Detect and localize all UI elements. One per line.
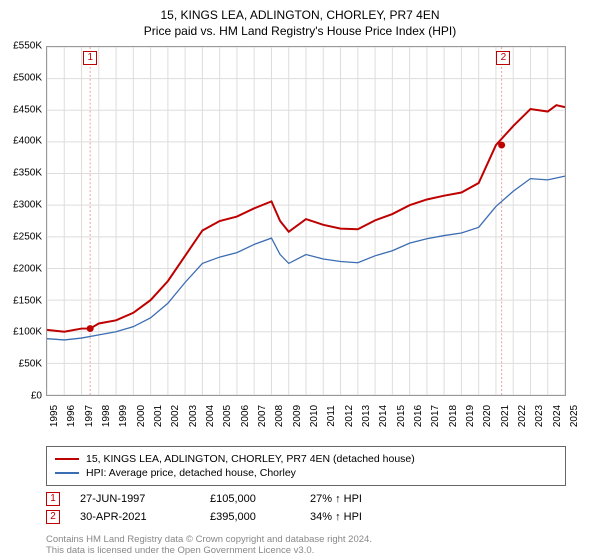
legend-item: 15, KINGS LEA, ADLINGTON, CHORLEY, PR7 4… — [55, 452, 557, 466]
y-tick-label: £300K — [13, 200, 42, 211]
legend-swatch — [55, 472, 79, 474]
x-tick-label: 2017 — [430, 405, 441, 427]
x-tick-label: 2020 — [482, 405, 493, 427]
info-price: £395,000 — [210, 511, 310, 523]
y-tick-label: £500K — [13, 72, 42, 83]
y-tick-label: £400K — [13, 136, 42, 147]
x-tick-label: 2016 — [413, 405, 424, 427]
x-tick-label: 2007 — [257, 405, 268, 427]
chart-plot-area: 12 — [46, 46, 566, 396]
x-tick-label: 1998 — [101, 405, 112, 427]
x-tick-label: 2004 — [205, 405, 216, 427]
page-title: 15, KINGS LEA, ADLINGTON, CHORLEY, PR7 4… — [0, 0, 600, 22]
x-tick-label: 2006 — [240, 405, 251, 427]
x-tick-label: 2024 — [552, 405, 563, 427]
chart-marker-label: 1 — [83, 51, 97, 65]
y-tick-label: £100K — [13, 327, 42, 338]
page-subtitle: Price paid vs. HM Land Registry's House … — [0, 22, 600, 38]
chart-container: 15, KINGS LEA, ADLINGTON, CHORLEY, PR7 4… — [0, 0, 600, 560]
x-tick-label: 2021 — [500, 405, 511, 427]
x-tick-label: 1995 — [49, 405, 60, 427]
info-date: 27-JUN-1997 — [80, 493, 210, 505]
x-tick-label: 2011 — [326, 405, 337, 427]
x-tick-label: 2005 — [222, 405, 233, 427]
legend-text: 15, KINGS LEA, ADLINGTON, CHORLEY, PR7 4… — [86, 453, 415, 465]
info-pct: 27% ↑ HPI — [310, 493, 430, 505]
x-tick-label: 2025 — [569, 405, 580, 427]
info-price: £105,000 — [210, 493, 310, 505]
x-tick-label: 2022 — [517, 405, 528, 427]
y-tick-label: £200K — [13, 263, 42, 274]
x-tick-label: 2009 — [292, 405, 303, 427]
chart-marker-label: 2 — [496, 51, 510, 65]
y-tick-label: £250K — [13, 231, 42, 242]
x-tick-label: 1999 — [118, 405, 129, 427]
info-marker-box: 1 — [46, 492, 60, 506]
x-tick-label: 2010 — [309, 405, 320, 427]
footer-line: This data is licensed under the Open Gov… — [46, 545, 372, 556]
legend-swatch — [55, 458, 79, 460]
x-tick-label: 2019 — [465, 405, 476, 427]
info-row: 1 27-JUN-1997 £105,000 27% ↑ HPI — [46, 490, 566, 508]
x-tick-label: 2012 — [344, 405, 355, 427]
x-tick-label: 2001 — [153, 405, 164, 427]
x-tick-label: 2002 — [170, 405, 181, 427]
x-tick-label: 1996 — [66, 405, 77, 427]
x-axis: 1995 1996 1997 1998 1999 2000 2001 2002 2003 2004… — [46, 398, 566, 438]
legend-item: HPI: Average price, detached house, Chor… — [55, 466, 557, 480]
y-axis: £0£50K£100K£150K£200K£250K£300K£350K£400… — [0, 46, 44, 396]
info-marker-box: 2 — [46, 510, 60, 524]
y-tick-label: £350K — [13, 168, 42, 179]
x-tick-label: 2000 — [136, 405, 147, 427]
x-tick-label: 1997 — [84, 405, 95, 427]
info-pct: 34% ↑ HPI — [310, 511, 430, 523]
legend-text: HPI: Average price, detached house, Chor… — [86, 467, 296, 479]
x-tick-label: 2003 — [188, 405, 199, 427]
legend: 15, KINGS LEA, ADLINGTON, CHORLEY, PR7 4… — [46, 446, 566, 486]
y-tick-label: £550K — [13, 41, 42, 52]
y-tick-label: £50K — [19, 359, 42, 370]
info-date: 30-APR-2021 — [80, 511, 210, 523]
x-tick-label: 2013 — [361, 405, 372, 427]
chart-svg — [47, 47, 565, 395]
x-tick-label: 2015 — [396, 405, 407, 427]
x-tick-label: 2018 — [448, 405, 459, 427]
y-tick-label: £450K — [13, 104, 42, 115]
x-tick-label: 2023 — [534, 405, 545, 427]
info-row: 2 30-APR-2021 £395,000 34% ↑ HPI — [46, 508, 566, 526]
x-tick-label: 2014 — [378, 405, 389, 427]
footer-line: Contains HM Land Registry data © Crown c… — [46, 534, 372, 545]
x-tick-label: 2008 — [274, 405, 285, 427]
y-tick-label: £0 — [31, 391, 42, 402]
footer: Contains HM Land Registry data © Crown c… — [46, 534, 372, 557]
y-tick-label: £150K — [13, 295, 42, 306]
info-table: 1 27-JUN-1997 £105,000 27% ↑ HPI 2 30-AP… — [46, 490, 566, 526]
